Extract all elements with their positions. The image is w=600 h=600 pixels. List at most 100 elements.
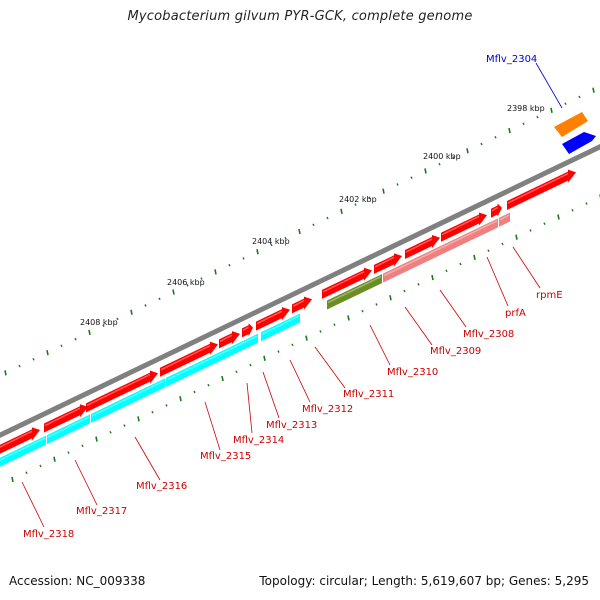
gene-label-mflv-2317[interactable]: Mflv_2317 [76, 506, 127, 517]
leader-line-mflv-2308 [439, 289, 467, 328]
cds-feature-mflv-2314[interactable] [219, 331, 240, 349]
cds-feature-mflv-2313[interactable] [242, 323, 253, 338]
pink-feature-rpme[interactable] [499, 212, 510, 227]
gene-label-mflv-2313[interactable]: Mflv_2313 [266, 420, 317, 431]
gene-label-mflv-2314[interactable]: Mflv_2314 [233, 435, 284, 446]
cds-feature-mflv-2311-highlight [292, 299, 305, 308]
outer-tick-mark [228, 263, 231, 267]
inner-tick-mark [487, 249, 490, 252]
outer-tick-mark [550, 107, 553, 114]
gene-label-mflv-2304[interactable]: Mflv_2304 [486, 54, 537, 65]
outer-tick-mark [578, 95, 581, 99]
outer-tick-mark [480, 142, 483, 146]
outer-tick-mark [32, 358, 35, 361]
topology-text: Topology: circular; Length: 5,619,607 bp… [259, 574, 589, 588]
cds-feature-mflv-2318-highlight [0, 430, 33, 448]
reverse-feature-mflv-2316-highlight [91, 380, 165, 417]
outer-tick-mark [256, 249, 259, 255]
outer-tick-mark [172, 289, 175, 295]
reverse-strand-features [0, 212, 510, 472]
gene-labels: Mflv_2304 rpmE prfA Mflv_2308 Mflv_2309 … [23, 54, 563, 540]
inner-tick-mark [193, 390, 196, 394]
inner-tick-mark [375, 303, 378, 306]
cds-feature-prfa[interactable] [441, 212, 487, 242]
inner-tick-mark [529, 229, 532, 232]
cds-feature-upstream-highlight [507, 173, 569, 204]
inner-tick-mark [319, 330, 322, 333]
leader-line-mflv-2304 [535, 62, 563, 109]
outer-tick-mark [200, 277, 203, 280]
reverse-feature-mflv-2318[interactable] [0, 435, 46, 472]
outer-tick-mark [522, 122, 525, 126]
outer-tick-mark [130, 309, 133, 315]
reverse-feature-mflv-2312[interactable] [261, 313, 300, 342]
reverse-feature-mflv-2315[interactable] [166, 333, 258, 387]
gene-label-mflv-2315[interactable]: Mflv_2315 [200, 451, 251, 462]
outer-tick-mark [298, 228, 301, 235]
inner-tick-mark [459, 262, 462, 266]
inner-tick-mark [305, 335, 308, 341]
gene-label-prfa[interactable]: prfA [505, 308, 526, 319]
leader-line-mflv-2318 [21, 481, 45, 528]
reverse-feature-mflv-2316[interactable] [91, 378, 165, 423]
pink-feature-mflv-2308[interactable] [383, 218, 498, 283]
cds-feature-rpme-highlight [491, 206, 498, 212]
olive-feature-mflv-2310[interactable] [327, 274, 382, 310]
cds-feature-mflv-2312-highlight [256, 310, 283, 325]
outer-tick-mark [88, 329, 91, 336]
reverse-feature-mflv-2317[interactable] [47, 414, 90, 445]
outer-tick-mark [18, 364, 21, 368]
accession-text: Accession: NC_009338 [9, 574, 146, 588]
inner-tick-mark [81, 444, 84, 448]
leader-line-rpme [512, 246, 541, 289]
outer-tick-mark [424, 168, 427, 174]
outer-tick-mark [186, 283, 189, 287]
cds-feature-mflv-2309[interactable] [374, 253, 402, 274]
gene-label-mflv-2308[interactable]: Mflv_2308 [463, 329, 514, 340]
outer-tick-mark [144, 304, 147, 307]
gene-label-mflv-2318[interactable]: Mflv_2318 [23, 529, 74, 540]
cds-feature-upstream[interactable] [507, 169, 576, 211]
gene-label-rpme[interactable]: rpmE [536, 290, 563, 301]
coord-label-2406: 2406 kbp [167, 278, 205, 287]
inner-tick-mark [473, 254, 476, 261]
blue-feature[interactable] [562, 132, 596, 154]
inner-tick-mark [25, 471, 28, 475]
outer-tick-mark [46, 349, 49, 356]
cds-feature-mflv-2312[interactable] [256, 307, 290, 331]
cds-feature-mflv-2308[interactable] [405, 235, 440, 260]
map-title: Mycobacterium gilvum PYR-GCK, complete g… [127, 9, 473, 24]
gene-label-mflv-2310[interactable]: Mflv_2310 [387, 367, 438, 378]
inner-tick-mark [179, 396, 182, 402]
cds-feature-mflv-2318[interactable] [0, 427, 40, 458]
pink-feature-rpme-highlight [499, 214, 510, 221]
inner-tick-mark [403, 289, 406, 293]
gene-label-mflv-2312[interactable]: Mflv_2312 [302, 404, 353, 415]
inner-tick-mark [165, 404, 168, 407]
cds-feature-mflv-2315[interactable] [160, 341, 218, 377]
genome-backbone [0, 144, 600, 438]
cds-feature-mflv-2311[interactable] [292, 296, 312, 314]
inner-tick-mark [11, 476, 14, 483]
cds-feature-rpme[interactable] [491, 203, 502, 218]
cds-feature-mflv-2317[interactable] [44, 404, 88, 433]
gene-label-mflv-2309[interactable]: Mflv_2309 [430, 346, 481, 357]
outer-tick-mark [452, 156, 455, 159]
leader-line-mflv-2311 [314, 346, 346, 389]
cds-feature-mflv-2316[interactable] [86, 370, 158, 413]
outer-tick-mark [466, 148, 469, 154]
orange-feature[interactable] [554, 112, 588, 137]
gene-label-mflv-2311[interactable]: Mflv_2311 [343, 389, 394, 400]
reverse-feature-mflv-2317-highlight [47, 416, 90, 438]
cds-feature-mflv-2313-highlight [242, 326, 249, 332]
gene-label-mflv-2316[interactable]: Mflv_2316 [136, 481, 187, 492]
leader-line-mflv-2310 [369, 324, 391, 366]
cds-feature-mflv-2310[interactable] [322, 267, 372, 299]
outer-tick-mark [242, 257, 245, 260]
outer-tick-mark [508, 127, 511, 134]
outer-tick-mark [116, 317, 119, 321]
inner-tick-mark [515, 234, 518, 240]
outer-tick-mark [592, 87, 595, 93]
inner-tick-mark [95, 436, 98, 442]
forward-strand-features [0, 169, 576, 458]
